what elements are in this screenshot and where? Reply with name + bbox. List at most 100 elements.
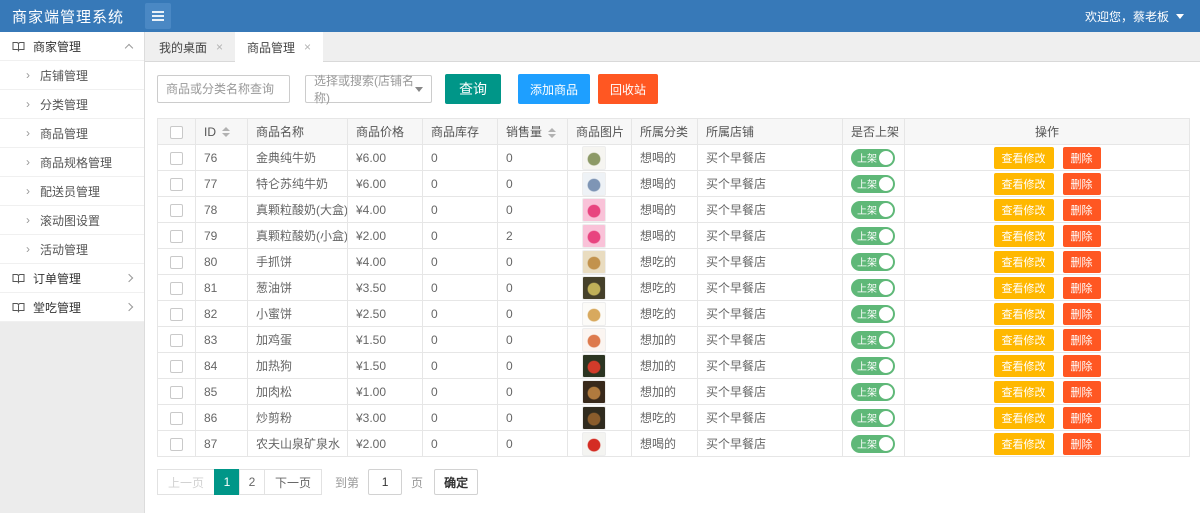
on-shelf-toggle[interactable]: 上架 [851,200,895,219]
row-checkbox[interactable] [170,333,183,347]
row-checkbox[interactable] [170,151,183,165]
cell-sales: 0 [497,430,568,457]
row-checkbox[interactable] [170,229,183,243]
cell-sales: 0 [497,248,568,275]
row-checkbox[interactable] [170,359,183,373]
view-edit-button[interactable]: 查看修改 [993,250,1054,273]
view-edit-button[interactable]: 查看修改 [993,354,1054,377]
on-shelf-toggle[interactable]: 上架 [851,408,895,427]
recycle-bin-button[interactable]: 回收站 [598,74,659,104]
delete-button[interactable]: 删除 [1062,406,1101,429]
delete-button[interactable]: 删除 [1062,172,1101,195]
sort-id-icon[interactable] [222,127,230,138]
confirm-page-button[interactable]: 确定 [434,469,479,495]
close-icon[interactable]: × [304,40,312,54]
delete-button[interactable]: 删除 [1062,354,1101,377]
view-edit-button[interactable]: 查看修改 [993,224,1054,247]
prev-page-button[interactable]: 上一页 [157,469,216,495]
on-shelf-toggle[interactable]: 上架 [851,174,895,193]
sort-sales-icon[interactable] [548,127,557,138]
view-edit-button[interactable]: 查看修改 [993,406,1054,429]
delete-button[interactable]: 删除 [1062,432,1101,455]
next-page-button[interactable]: 下一页 [264,469,323,495]
sidebar-subitem[interactable]: › 活动管理 [0,235,144,264]
view-edit-button[interactable]: 查看修改 [993,198,1054,221]
sidebar-item-3[interactable]: 堂吃管理 [0,293,144,322]
column-actions: 操作 [904,118,1190,145]
view-edit-button[interactable]: 查看修改 [993,380,1054,403]
tab-我的桌面[interactable]: 我的桌面 × [147,32,235,62]
chevron-right-icon: › [26,126,30,140]
sidebar-item-2[interactable]: 订单管理 [0,264,144,293]
cell-product-name: 加肉松 [247,378,348,405]
delete-button[interactable]: 删除 [1062,146,1101,169]
on-shelf-toggle[interactable]: 上架 [851,330,895,349]
product-image [582,249,606,274]
sidebar-subitem[interactable]: › 店铺管理 [0,61,144,90]
view-edit-button[interactable]: 查看修改 [993,302,1054,325]
content: 选择或搜索(店铺名称) 查询 添加商品 回收站 ID 商品名称 [145,62,1200,513]
goto-page-input[interactable] [368,469,403,495]
row-checkbox[interactable] [170,437,183,451]
table-row: 83 加鸡蛋 ¥1.50 0 0 想加的 买个早餐店 上架 查看修改 删除 [157,326,1190,353]
close-icon[interactable]: × [216,40,224,54]
select-all-checkbox[interactable] [170,125,183,139]
on-shelf-toggle[interactable]: 上架 [851,382,895,401]
delete-button[interactable]: 删除 [1062,224,1101,247]
tab-商品管理[interactable]: 商品管理 × [235,32,324,62]
page-button-1[interactable]: 1 [214,469,241,495]
sidebar-subitem[interactable]: › 滚动图设置 [0,206,144,235]
row-checkbox[interactable] [170,255,183,269]
toolbar: 选择或搜索(店铺名称) 查询 添加商品 回收站 [157,74,1190,105]
sidebar-subitem[interactable]: › 分类管理 [0,90,144,119]
delete-button[interactable]: 删除 [1062,250,1101,273]
row-checkbox[interactable] [170,281,183,295]
sidebar-subitem[interactable]: › 商品管理 [0,119,144,148]
sidebar-subitem[interactable]: › 配送员管理 [0,177,144,206]
cell-id: 77 [195,170,248,197]
add-product-button[interactable]: 添加商品 [518,74,591,104]
cell-store: 买个早餐店 [697,248,843,275]
row-checkbox[interactable] [170,307,183,321]
toggle-label: 上架 [857,206,877,217]
delete-button[interactable]: 删除 [1062,198,1101,221]
view-edit-button[interactable]: 查看修改 [993,328,1054,351]
table-row: 79 真颗粒酸奶(小盒) ¥2.00 0 2 想喝的 买个早餐店 上架 查看修改… [157,222,1190,249]
store-select[interactable]: 选择或搜索(店铺名称) [305,74,432,105]
page-button-2[interactable]: 2 [239,469,266,495]
on-shelf-toggle[interactable]: 上架 [851,356,895,375]
row-checkbox[interactable] [170,385,183,399]
sidebar-subitem[interactable]: › 商品规格管理 [0,148,144,177]
menu-toggle-button[interactable] [145,3,171,29]
on-shelf-toggle[interactable]: 上架 [851,434,895,453]
cell-price: ¥4.00 [347,196,423,223]
cell-category: 想喝的 [631,144,698,171]
row-checkbox[interactable] [170,177,183,191]
view-edit-button[interactable]: 查看修改 [993,276,1054,299]
delete-button[interactable]: 删除 [1062,328,1101,351]
main-area: 我的桌面 × 商品管理 × 选择或搜索(店铺名称) 查询 添加商品 回收站 [145,32,1200,513]
chevron-right-icon: › [26,155,30,169]
cell-store: 买个早餐店 [697,274,843,301]
delete-button[interactable]: 删除 [1062,380,1101,403]
cell-category: 想喝的 [631,430,698,457]
cell-price: ¥2.50 [347,300,423,327]
sidebar-item-1[interactable]: 商家管理 [0,32,144,61]
chevron-right-icon [124,273,134,283]
view-edit-button[interactable]: 查看修改 [993,172,1054,195]
on-shelf-toggle[interactable]: 上架 [851,304,895,323]
on-shelf-toggle[interactable]: 上架 [851,252,895,271]
toggle-knob [879,358,893,373]
user-menu[interactable]: 欢迎您，蔡老板 [1085,8,1184,25]
delete-button[interactable]: 删除 [1062,276,1101,299]
on-shelf-toggle[interactable]: 上架 [851,148,895,167]
view-edit-button[interactable]: 查看修改 [993,432,1054,455]
search-button[interactable]: 查询 [445,74,501,104]
view-edit-button[interactable]: 查看修改 [993,146,1054,169]
delete-button[interactable]: 删除 [1062,302,1101,325]
on-shelf-toggle[interactable]: 上架 [851,226,895,245]
row-checkbox[interactable] [170,411,183,425]
search-input[interactable] [157,75,290,103]
row-checkbox[interactable] [170,203,183,217]
on-shelf-toggle[interactable]: 上架 [851,278,895,297]
